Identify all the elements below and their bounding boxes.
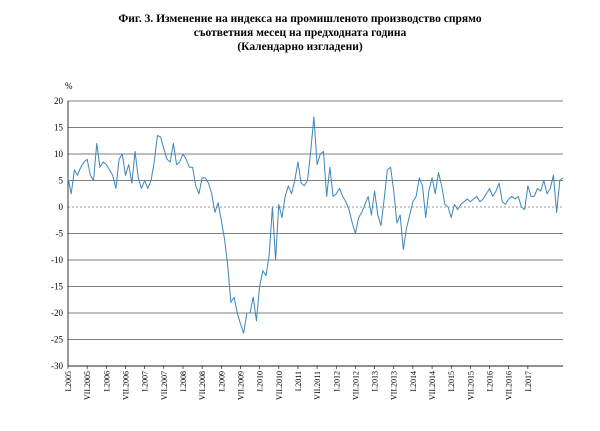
axes: [67, 101, 563, 367]
y-tick-label: -10: [51, 255, 63, 265]
x-tick-label: I.2005: [64, 371, 73, 392]
x-tick-label: VII.2007: [160, 371, 169, 400]
x-tick-label: I.2009: [217, 371, 226, 392]
chart-title: Фиг. 3. Изменение на индекса на промишле…: [0, 12, 600, 54]
x-axis-ticks: I.2005 VII.2005 I.2006 VII.2006 I.2007 VII.20…: [64, 366, 533, 400]
y-tick-label: -20: [51, 308, 63, 318]
x-tick-label: VII.2015: [466, 371, 475, 400]
y-tick-label: 0: [59, 202, 64, 212]
y-tick-label: -30: [51, 361, 63, 371]
y-tick-label: -25: [51, 335, 63, 345]
x-tick-label: I.2006: [102, 371, 111, 392]
x-tick-label: VII.2008: [198, 371, 207, 400]
y-tick-label: 5: [59, 176, 64, 186]
series-layer: [67, 116, 564, 334]
y-tick-label: 10: [54, 149, 64, 159]
x-tick-label: I.2016: [486, 371, 495, 392]
y-axis-unit-label: %: [65, 81, 73, 91]
x-tick-label: VII.2009: [236, 371, 245, 400]
x-tick-label: I.2014: [409, 371, 418, 392]
x-tick-label: I.2007: [141, 371, 150, 392]
series-line: [67, 116, 564, 334]
x-tick-label: I.2012: [332, 371, 341, 392]
x-tick-label: VII.2011: [313, 371, 322, 400]
y-tick-label: 15: [54, 123, 64, 133]
x-tick-label: I.2015: [447, 371, 456, 392]
y-axis-ticks: 20 15 10 5 0 -5 -10 -15 -20 -25 -30: [51, 96, 64, 371]
gridlines: [68, 100, 563, 367]
x-tick-label: VII.2010: [275, 371, 284, 400]
x-tick-label: I.2013: [371, 371, 380, 392]
x-tick-label: VII.2005: [83, 371, 92, 400]
x-tick-label: I.2008: [179, 371, 188, 392]
x-tick-label: VII.2006: [121, 371, 130, 400]
x-tick-label: VII.2012: [351, 371, 360, 400]
chart-title-line-2: съответния месец на предходната година: [193, 27, 407, 39]
y-tick-label: -5: [56, 229, 64, 239]
x-tick-label: VII.2013: [390, 371, 399, 400]
chart-title-line-1: Фиг. 3. Изменение на индекса на промишле…: [118, 13, 482, 25]
x-tick-label: VII.2016: [505, 371, 514, 400]
x-tick-label: I.2011: [294, 371, 303, 391]
x-tick-label: I.2010: [256, 371, 265, 392]
y-tick-label: -15: [51, 282, 63, 292]
y-tick-label: 20: [54, 96, 64, 106]
chart-title-line-3: (Календарно изгладени): [237, 41, 363, 53]
x-tick-label: I.2017: [524, 371, 533, 392]
x-tick-label: VII.2014: [428, 371, 437, 400]
